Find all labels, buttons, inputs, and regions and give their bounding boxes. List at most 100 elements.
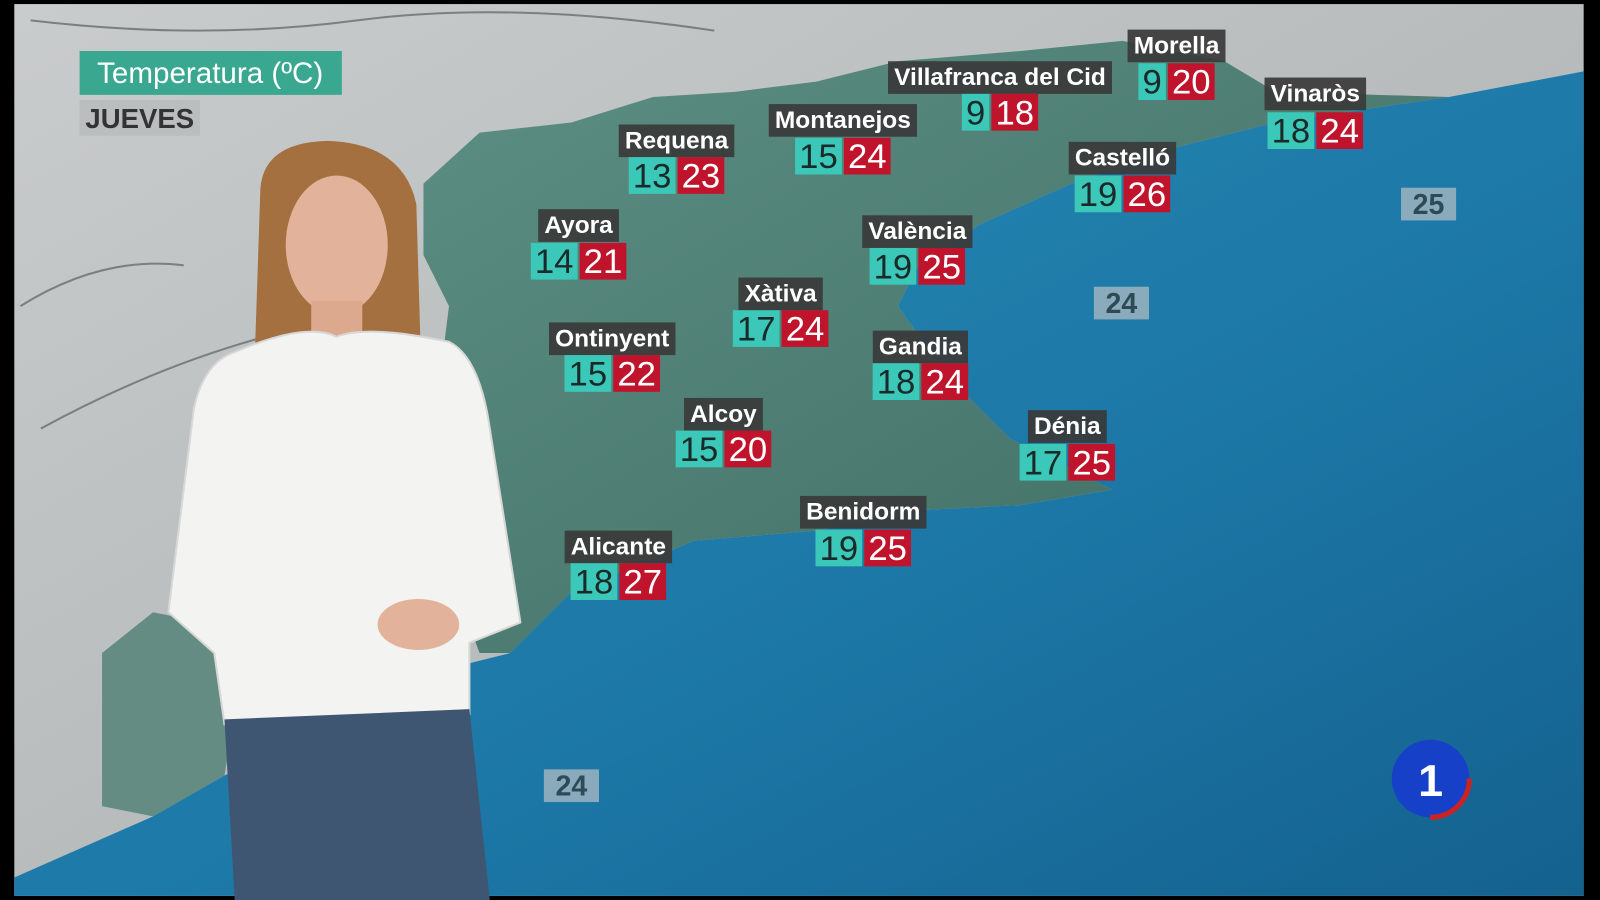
- city-name: Vinaròs: [1271, 80, 1360, 107]
- min-temp: 13: [633, 158, 672, 196]
- sea-temp-box: [543, 769, 599, 803]
- min-box: [815, 529, 863, 567]
- min-box: [530, 242, 578, 280]
- city-name: Alicante: [571, 533, 666, 560]
- max-box: [843, 137, 891, 175]
- min-box: [795, 137, 842, 175]
- max-box: [781, 310, 829, 347]
- max-box: [1167, 63, 1215, 100]
- max-box: [1123, 175, 1171, 213]
- max-box: [724, 430, 772, 468]
- city-name: Montanejos: [775, 107, 911, 134]
- min-box: [872, 363, 920, 400]
- max-temp: 25: [1072, 444, 1111, 482]
- city-label: Ayora 14 21: [530, 209, 627, 281]
- city-name-box: [738, 277, 823, 311]
- max-box: [613, 355, 661, 392]
- logo-circle: [1391, 739, 1470, 818]
- max-temp: 24: [926, 364, 965, 402]
- hands: [377, 598, 460, 650]
- sea-temperatures: 25 24 24: [543, 187, 1457, 803]
- logo-accent: [1389, 737, 1472, 820]
- city-name-box: [1264, 77, 1367, 111]
- max-temp: 27: [623, 564, 662, 602]
- max-temp: 21: [584, 243, 623, 281]
- presenter: [167, 140, 522, 900]
- city-name: Ayora: [544, 212, 613, 239]
- max-temp: 24: [786, 311, 825, 349]
- city-name: Villafranca del Cid: [894, 64, 1106, 91]
- min-temp: 15: [680, 431, 719, 469]
- min-box: [732, 310, 780, 347]
- min-box: [1019, 443, 1067, 481]
- sea-temp: 24: [1106, 288, 1138, 320]
- face: [285, 175, 388, 315]
- city-label: Morella 9 20: [1127, 29, 1226, 102]
- city-label: Ontinyent 15 22: [549, 322, 676, 393]
- min-temp: 19: [820, 530, 859, 568]
- channel-logo: 1: [1418, 755, 1443, 806]
- city-name-box: [872, 330, 969, 364]
- city-name-box: [1068, 141, 1177, 175]
- max-temp: 18: [995, 94, 1034, 132]
- city-label: Benidorm 19 25: [800, 495, 927, 568]
- city-name-box: [888, 61, 1112, 94]
- city-name-box: [684, 397, 763, 431]
- city-name-box: [549, 322, 676, 356]
- title: Temperatura (ºC): [97, 57, 323, 90]
- city-label: Alicante 18 27: [564, 530, 673, 602]
- min-temp: 17: [737, 311, 776, 349]
- sea-temp-box: [1093, 286, 1149, 320]
- max-box: [619, 563, 667, 600]
- city-name: Castelló: [1075, 145, 1170, 172]
- day: JUEVES: [85, 103, 194, 134]
- max-box: [579, 242, 627, 280]
- max-box: [991, 93, 1039, 131]
- max-box: [918, 247, 966, 285]
- max-temp: 25: [922, 248, 961, 286]
- min-box: [675, 430, 723, 468]
- city-name: València: [868, 218, 966, 245]
- max-temp: 25: [868, 530, 907, 568]
- min-temp: 14: [535, 243, 574, 281]
- city-name: Benidorm: [806, 499, 920, 526]
- city-label: Montanejos 15 24: [768, 104, 917, 176]
- day-box: [79, 100, 200, 136]
- min-temp: 17: [1024, 444, 1063, 482]
- sea-temp: 25: [1413, 189, 1445, 221]
- city-label: Alcoy 15 20: [675, 397, 772, 469]
- city-name: Alcoy: [690, 401, 757, 428]
- city-name-box: [862, 215, 973, 248]
- min-temp: 9: [966, 94, 985, 132]
- city-name: Dénia: [1034, 413, 1101, 440]
- city-name: Ontinyent: [555, 325, 669, 352]
- min-box: [1267, 112, 1315, 149]
- max-temp: 24: [1320, 113, 1359, 151]
- city-name: Gandia: [879, 333, 962, 360]
- title-box: [79, 51, 342, 95]
- min-temp: 19: [874, 248, 913, 286]
- city-name: Xàtiva: [745, 280, 817, 307]
- city-name: Morella: [1134, 32, 1220, 59]
- max-temp: 20: [729, 431, 768, 469]
- min-box: [628, 157, 676, 194]
- min-temp: 15: [569, 355, 608, 393]
- max-temp: 22: [617, 355, 656, 393]
- city-name-box: [564, 530, 673, 564]
- min-temp: 19: [1079, 176, 1118, 214]
- min-box: [570, 563, 618, 600]
- min-temp: 15: [799, 138, 838, 176]
- city-label: Vinaròs 18 24: [1264, 77, 1367, 151]
- min-box: [869, 247, 917, 285]
- city-name-box: [1127, 29, 1226, 63]
- max-box: [677, 157, 725, 194]
- max-box: [1068, 443, 1116, 481]
- murcia-region: [102, 612, 235, 817]
- borders: [19, 11, 715, 430]
- city-label: Requena 13 23: [618, 124, 735, 196]
- min-temp: 18: [877, 364, 916, 402]
- min-box: [1074, 175, 1122, 213]
- min-temp: 9: [1142, 64, 1161, 102]
